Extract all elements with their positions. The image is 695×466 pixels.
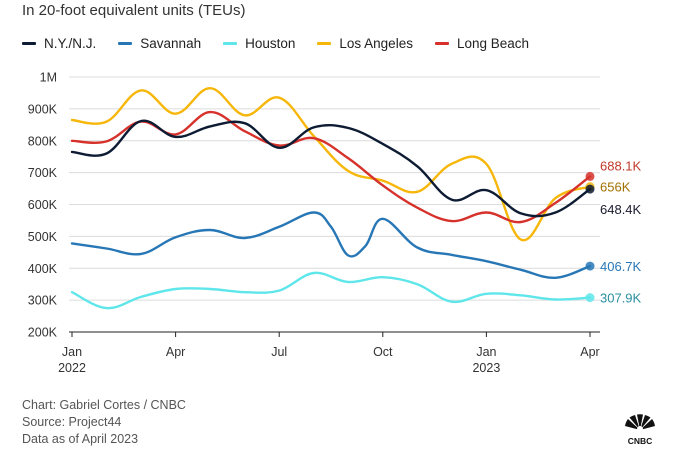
legend-item-long-beach: Long Beach <box>434 36 530 51</box>
legend-swatch <box>317 42 332 45</box>
end-value-label-savannah: 406.7K <box>600 259 642 274</box>
legend-label: Los Angeles <box>339 36 413 51</box>
y-tick-label: 600K <box>28 198 58 212</box>
chart-legend: N.Y./N.J. Savannah Houston Los Angeles Long … <box>22 36 551 51</box>
legend-item-n-y-n-j: N.Y./N.J. <box>22 36 96 51</box>
x-tick-label: Jul <box>271 345 287 359</box>
end-value-label-n-y-n-j: 648.4K <box>600 202 642 217</box>
legend-item-los-angeles: Los Angeles <box>317 36 413 51</box>
x-tick-label: Jan <box>62 345 82 359</box>
x-tick-label: Apr <box>580 345 599 359</box>
y-tick-label: 800K <box>28 134 58 148</box>
series-line-long-beach <box>70 110 592 224</box>
series-line-los-angeles <box>70 86 592 242</box>
line-chart: 1M 900K 800K 700K 600K 500K 400K 300K 200K Jan 202… <box>28 71 642 376</box>
y-tick-label: 500K <box>28 230 58 244</box>
cnbc-peacock-logo-icon: CNBC <box>625 414 655 446</box>
series-line-savannah <box>70 211 592 280</box>
legend-label: N.Y./N.J. <box>44 36 97 51</box>
x-tick-label: Jan <box>476 345 496 359</box>
end-point-n-y-n-j <box>585 184 595 194</box>
x-tick-label: Apr <box>166 345 185 359</box>
y-tick-label: 700K <box>28 166 58 180</box>
chart-credit: Chart: Gabriel Cortes / CNBC <box>22 398 186 412</box>
legend-swatch <box>22 42 36 45</box>
svg-text:CNBC: CNBC <box>628 436 653 446</box>
end-point-savannah <box>585 261 595 271</box>
legend-label: Savannah <box>140 36 202 51</box>
end-point-houston <box>585 293 595 303</box>
legend-swatch <box>434 42 449 45</box>
legend-swatch <box>223 42 238 45</box>
chart-asof: Data as of April 2023 <box>22 432 139 446</box>
end-value-label-los-angeles: 656K <box>600 180 631 195</box>
series-line-n-y-n-j <box>70 119 592 218</box>
legend-swatch <box>118 42 133 45</box>
end-value-label-long-beach: 688.1K <box>600 158 642 173</box>
chart-source: Source: Project44 <box>22 415 122 429</box>
end-value-label-houston: 307.9K <box>600 291 642 306</box>
end-point-long-beach <box>585 171 595 181</box>
y-tick-label: 900K <box>28 102 58 116</box>
legend-label: Houston <box>245 36 296 51</box>
legend-item-savannah: Savannah <box>118 36 201 51</box>
y-tick-label: 1M <box>40 71 57 85</box>
y-tick-label: 300K <box>28 294 58 308</box>
legend-item-houston: Houston <box>223 36 295 51</box>
y-tick-label: 200K <box>28 326 58 340</box>
x-tick-year-label: 2023 <box>472 361 500 375</box>
series-line-houston <box>70 271 592 310</box>
legend-label: Long Beach <box>456 36 530 51</box>
y-tick-label: 400K <box>28 262 58 276</box>
chart-footer: Chart: Gabriel Cortes / CNBC Source: Pro… <box>22 397 186 448</box>
x-tick-label: Oct <box>373 345 393 359</box>
x-tick-year-label: 2022 <box>58 361 86 375</box>
chart-subtitle: In 20-foot equivalent units (TEUs) <box>22 2 246 19</box>
